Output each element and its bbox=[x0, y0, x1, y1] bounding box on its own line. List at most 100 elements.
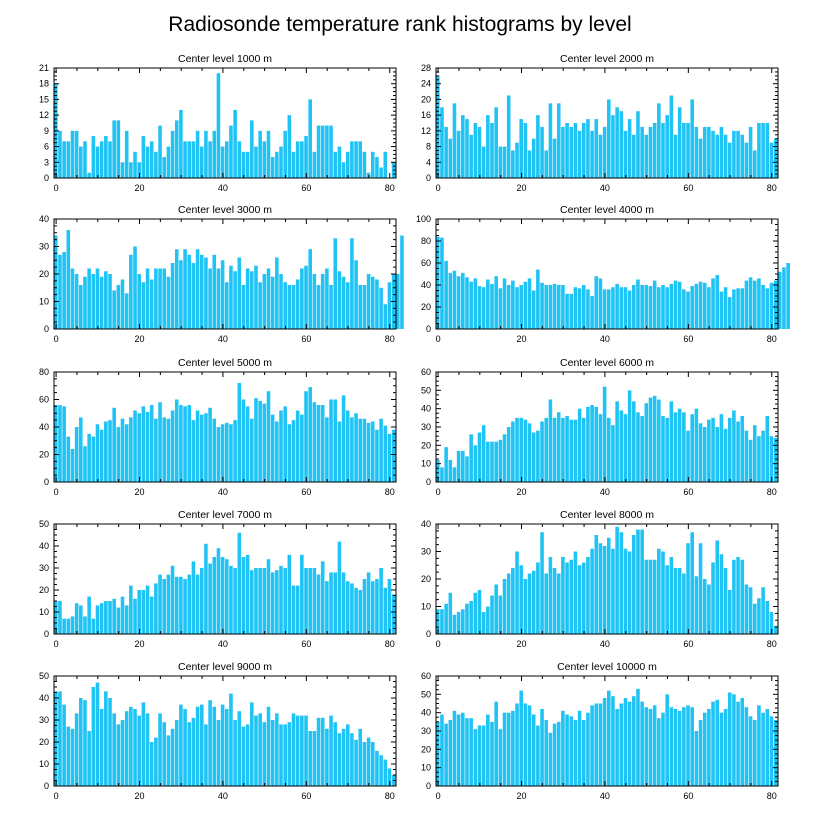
panel-title: Center level 7000 m bbox=[178, 509, 272, 521]
histogram-bar bbox=[544, 720, 549, 786]
histogram-bar bbox=[619, 287, 624, 329]
histogram-bar bbox=[536, 115, 540, 178]
histogram-bar bbox=[723, 568, 728, 634]
y-tick-label: 80 bbox=[39, 367, 49, 377]
histogram-bar bbox=[83, 141, 87, 178]
histogram-bar bbox=[58, 405, 62, 482]
x-tick-label: 40 bbox=[600, 183, 610, 193]
histogram-bar bbox=[350, 238, 354, 329]
x-tick-label: 40 bbox=[600, 334, 610, 344]
histogram-bar bbox=[552, 283, 557, 329]
histogram-bar bbox=[448, 592, 453, 634]
histogram-bar bbox=[154, 737, 158, 786]
histogram-bar bbox=[465, 718, 469, 786]
histogram-bar bbox=[652, 123, 657, 178]
panel-6: Center level 7000 m 0 20 40 60 80 0 10 20 30 40 50 bbox=[39, 509, 397, 649]
histogram-bar bbox=[291, 420, 296, 482]
histogram-bar bbox=[358, 418, 363, 482]
histogram-bar bbox=[773, 720, 778, 786]
histogram-bar bbox=[166, 418, 171, 482]
histogram-bar bbox=[611, 425, 615, 482]
histogram-bar bbox=[619, 532, 624, 634]
histogram-bar bbox=[199, 254, 204, 329]
histogram-bar bbox=[112, 290, 116, 329]
histogram-bar bbox=[191, 263, 196, 329]
histogram-bar bbox=[379, 568, 383, 634]
y-tick-label: 3 bbox=[44, 157, 49, 167]
histogram-bar bbox=[506, 285, 511, 329]
histogram-bar bbox=[341, 572, 346, 634]
x-tick-label: 60 bbox=[301, 487, 311, 497]
histogram-bar bbox=[133, 410, 137, 482]
histogram-bar bbox=[436, 236, 440, 329]
histogram-bar bbox=[536, 269, 540, 329]
histogram-bar bbox=[527, 150, 532, 178]
histogram-bar bbox=[233, 109, 237, 178]
histogram-bar bbox=[632, 535, 636, 634]
histogram-bar bbox=[141, 590, 146, 634]
histogram-bar bbox=[690, 414, 694, 482]
histogram-bar bbox=[615, 401, 619, 482]
x-tick-label: 80 bbox=[385, 639, 395, 649]
histogram-bar bbox=[590, 130, 594, 178]
histogram-bar bbox=[556, 285, 561, 329]
panel-8: Center level 9000 m 0 20 40 60 80 0 10 20 30 40 50 bbox=[39, 661, 397, 801]
histogram-bar bbox=[341, 395, 346, 482]
histogram-bar bbox=[498, 595, 503, 634]
histogram-bar bbox=[174, 120, 179, 178]
y-tick-label: 50 bbox=[421, 385, 431, 395]
histogram-bar bbox=[199, 568, 204, 634]
x-tick-label: 20 bbox=[516, 183, 526, 193]
histogram-bar bbox=[245, 406, 250, 482]
histogram-bar bbox=[270, 157, 275, 178]
histogram-bar bbox=[536, 725, 540, 786]
histogram-bar bbox=[350, 583, 354, 634]
histogram-bar bbox=[229, 265, 233, 329]
histogram-bar bbox=[220, 704, 225, 786]
histogram-bar bbox=[607, 417, 611, 482]
histogram-bar bbox=[199, 146, 204, 178]
histogram-bar bbox=[99, 141, 104, 178]
histogram-bar bbox=[333, 238, 338, 329]
histogram-bar bbox=[295, 141, 300, 178]
histogram-bar bbox=[477, 432, 482, 482]
x-tick-label: 20 bbox=[134, 791, 144, 801]
histogram-bar bbox=[498, 729, 503, 786]
histogram-bar bbox=[502, 278, 507, 329]
histogram-bar bbox=[732, 694, 736, 786]
histogram-bar bbox=[740, 698, 745, 786]
histogram-bar bbox=[304, 391, 308, 482]
histogram-bar bbox=[366, 572, 371, 634]
histogram-bar bbox=[673, 412, 678, 482]
histogram-bar bbox=[511, 150, 515, 178]
histogram-bar bbox=[715, 540, 720, 634]
histogram-bar bbox=[154, 418, 158, 482]
histogram-bar bbox=[229, 424, 233, 482]
histogram-bar bbox=[325, 268, 329, 329]
panel-title: Center level 8000 m bbox=[560, 509, 654, 521]
histogram-bar bbox=[124, 424, 129, 482]
histogram-bar bbox=[291, 585, 296, 634]
histogram-bar bbox=[573, 419, 578, 482]
histogram-bar bbox=[383, 304, 388, 329]
histogram-bar bbox=[452, 710, 457, 786]
histogram-bar bbox=[465, 277, 469, 329]
histogram-bar bbox=[682, 123, 686, 178]
histogram-bar bbox=[723, 709, 728, 786]
panel-title: Center level 3000 m bbox=[178, 204, 272, 216]
histogram-bar bbox=[773, 438, 778, 482]
histogram-bar bbox=[778, 271, 782, 329]
histogram-bar bbox=[137, 162, 141, 178]
histogram-bar bbox=[308, 99, 312, 178]
histogram-bar bbox=[573, 123, 578, 178]
histogram-bar bbox=[308, 387, 312, 482]
histogram-bar bbox=[636, 111, 640, 178]
histogram-bar bbox=[212, 706, 217, 786]
histogram-bar bbox=[225, 422, 229, 482]
x-tick-label: 40 bbox=[600, 487, 610, 497]
histogram-bar bbox=[506, 95, 511, 178]
histogram-bar bbox=[283, 568, 287, 634]
histogram-bar bbox=[761, 123, 765, 178]
histogram-bar bbox=[448, 460, 453, 482]
histogram-bar bbox=[204, 543, 208, 634]
